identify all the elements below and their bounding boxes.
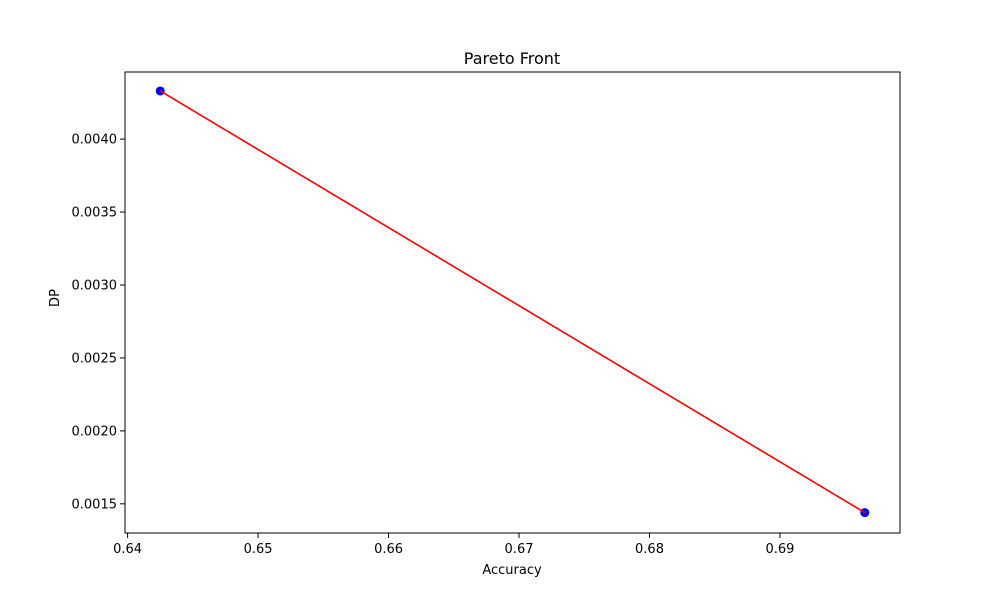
y-tick-label: 0.0015: [72, 497, 118, 512]
plot-area: 0.64 0.65 0.66 0.67 0.68 0.69 0.0015 0.0020 0.00…: [72, 71, 901, 557]
x-tick-label: 0.64: [113, 542, 142, 557]
plot-frame: [124, 71, 901, 534]
x-tick-label: 0.67: [505, 542, 534, 557]
y-tick-label: 0.0020: [72, 424, 118, 439]
pareto-line: [159, 90, 866, 514]
x-tick-label: 0.65: [244, 542, 273, 557]
x-tick-label: 0.68: [635, 542, 664, 557]
y-tick-label: 0.0035: [72, 206, 118, 221]
x-tick-label: 0.69: [765, 542, 794, 557]
y-tick-label: 0.0040: [72, 133, 118, 148]
y-tick-label: 0.0030: [72, 278, 118, 293]
y-tick-label: 0.0025: [72, 351, 118, 366]
y-axis-label: DP: [48, 289, 63, 307]
x-tick-label: 0.66: [374, 542, 403, 557]
x-axis-label: Accuracy: [482, 563, 542, 578]
chart-title: Pareto Front: [464, 49, 560, 68]
